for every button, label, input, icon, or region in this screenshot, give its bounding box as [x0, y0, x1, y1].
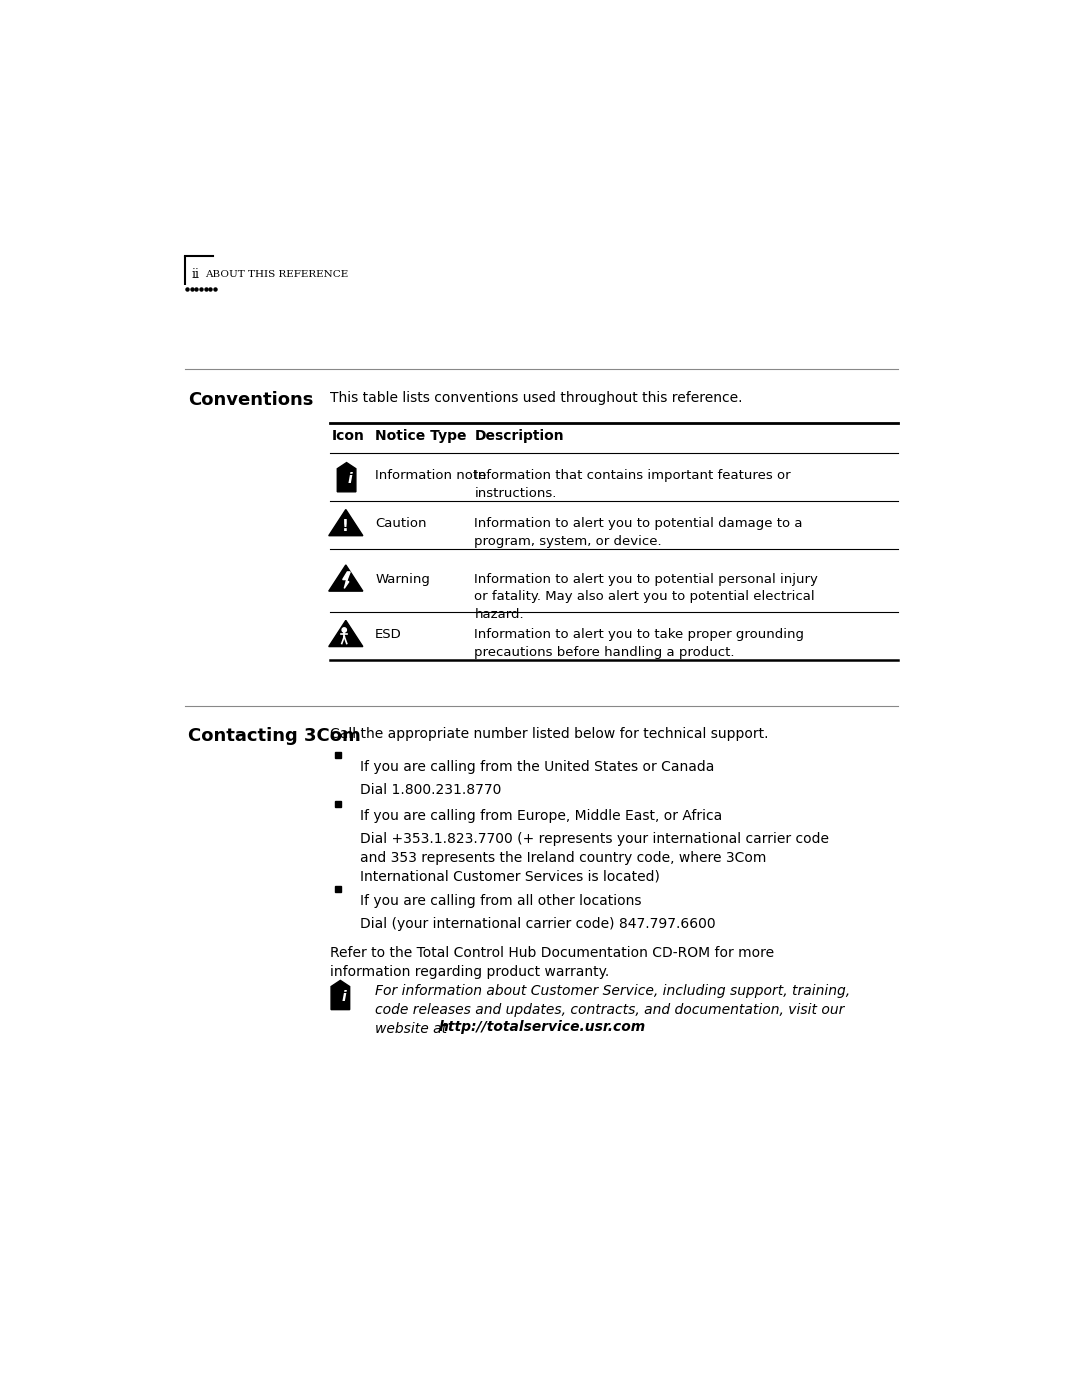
- Text: Conventions: Conventions: [188, 391, 313, 409]
- Text: Call the appropriate number listed below for technical support.: Call the appropriate number listed below…: [330, 728, 769, 742]
- Text: Information to alert you to potential personal injury
or fatality. May also aler: Information to alert you to potential pe…: [474, 573, 819, 620]
- Polygon shape: [342, 571, 350, 588]
- Text: Dial 1.800.231.8770: Dial 1.800.231.8770: [360, 782, 501, 796]
- Text: Contacting 3Com: Contacting 3Com: [188, 728, 361, 746]
- Text: If you are calling from the United States or Canada: If you are calling from the United State…: [360, 760, 714, 774]
- Text: Caution: Caution: [375, 517, 427, 531]
- Text: Dial +353.1.823.7700 (+ represents your international carrier code
and 353 repre: Dial +353.1.823.7700 (+ represents your …: [360, 831, 828, 884]
- Circle shape: [342, 627, 347, 631]
- Text: This table lists conventions used throughout this reference.: This table lists conventions used throug…: [330, 391, 743, 405]
- Text: ABOUT THIS REFERENCE: ABOUT THIS REFERENCE: [205, 270, 348, 279]
- Text: Dial (your international carrier code) 847.797.6600: Dial (your international carrier code) 8…: [360, 916, 715, 930]
- Text: Refer to the Total Control Hub Documentation CD-ROM for more
information regardi: Refer to the Total Control Hub Documenta…: [330, 947, 774, 979]
- Text: ESD: ESD: [375, 629, 402, 641]
- Polygon shape: [328, 620, 363, 647]
- Text: For information about Customer Service, including support, training,
code releas: For information about Customer Service, …: [375, 985, 850, 1037]
- Text: Warning: Warning: [375, 573, 430, 585]
- Text: Icon: Icon: [332, 429, 365, 443]
- Text: i: i: [341, 989, 346, 1003]
- Polygon shape: [328, 564, 363, 591]
- Text: Information to alert you to take proper grounding
precautions before handling a : Information to alert you to take proper …: [474, 629, 805, 658]
- Text: http://totalservice.usr.com: http://totalservice.usr.com: [438, 1020, 646, 1034]
- Text: Information that contains important features or
instructions.: Information that contains important feat…: [474, 469, 791, 500]
- Text: i: i: [348, 472, 352, 486]
- Text: Information to alert you to potential damage to a
program, system, or device.: Information to alert you to potential da…: [474, 517, 802, 548]
- Text: If you are calling from all other locations: If you are calling from all other locati…: [360, 894, 642, 908]
- Polygon shape: [337, 462, 356, 492]
- Text: If you are calling from Europe, Middle East, or Africa: If you are calling from Europe, Middle E…: [360, 809, 723, 823]
- Polygon shape: [332, 981, 350, 1010]
- Text: Notice Type: Notice Type: [375, 429, 467, 443]
- Text: Information note: Information note: [375, 469, 487, 482]
- Polygon shape: [328, 510, 363, 535]
- Text: Description: Description: [474, 429, 564, 443]
- Text: !: !: [342, 520, 349, 534]
- Text: ii: ii: [191, 268, 200, 281]
